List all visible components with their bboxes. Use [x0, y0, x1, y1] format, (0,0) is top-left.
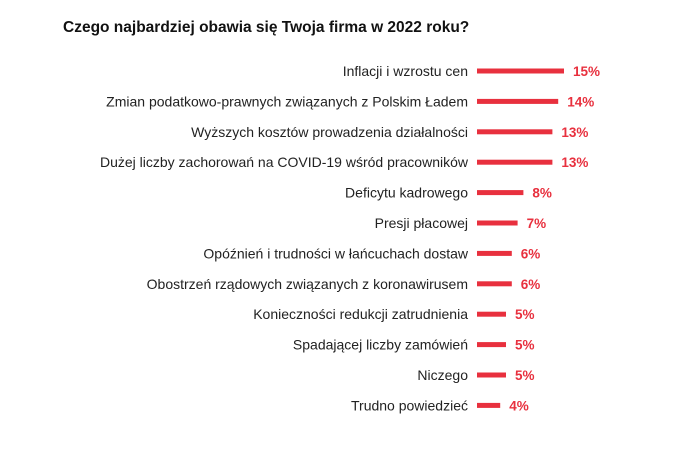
- bar: [477, 190, 524, 196]
- bar: [477, 98, 559, 104]
- category-label: Trudno powiedzieć: [351, 397, 468, 413]
- category-label: Obostrzeń rządowych związanych z koronaw…: [147, 276, 468, 292]
- value-label: 8%: [532, 186, 552, 201]
- value-label: 6%: [521, 277, 541, 292]
- value-label: 15%: [573, 64, 600, 79]
- value-label: 5%: [515, 368, 535, 383]
- bar: [477, 281, 512, 287]
- bar: [477, 129, 553, 135]
- value-label: 13%: [561, 155, 588, 170]
- bar: [477, 220, 518, 226]
- category-label: Konieczności redukcji zatrudnienia: [253, 306, 468, 322]
- bar: [477, 311, 506, 317]
- category-label: Niczego: [417, 367, 468, 383]
- bar: [477, 342, 506, 348]
- category-label: Wyższych kosztów prowadzenia działalnośc…: [191, 124, 468, 140]
- category-label: Deficytu kadrowego: [345, 185, 468, 201]
- value-label: 7%: [527, 216, 547, 231]
- bar: [477, 159, 553, 165]
- value-label: 6%: [521, 246, 541, 261]
- value-label: 14%: [567, 94, 594, 109]
- bar: [477, 402, 501, 408]
- category-label: Inflacji i wzrostu cen: [343, 63, 468, 79]
- category-label: Presji płacowej: [375, 215, 468, 231]
- bar: [477, 68, 564, 74]
- value-label: 5%: [515, 338, 535, 353]
- category-label: Zmian podatkowo-prawnych związanych z Po…: [106, 93, 468, 109]
- chart-title: Czego najbardziej obawia się Twoja firma…: [63, 19, 470, 36]
- category-label: Spadającej liczby zamówień: [293, 337, 468, 353]
- category-label: Opóźnień i trudności w łańcuchach dostaw: [203, 245, 468, 261]
- bar: [477, 250, 512, 256]
- value-label: 5%: [515, 307, 535, 322]
- value-label: 4%: [509, 398, 529, 413]
- bar: [477, 372, 506, 378]
- value-label: 13%: [561, 125, 588, 140]
- category-label: Dużej liczby zachorowań na COVID-19 wśró…: [100, 154, 469, 170]
